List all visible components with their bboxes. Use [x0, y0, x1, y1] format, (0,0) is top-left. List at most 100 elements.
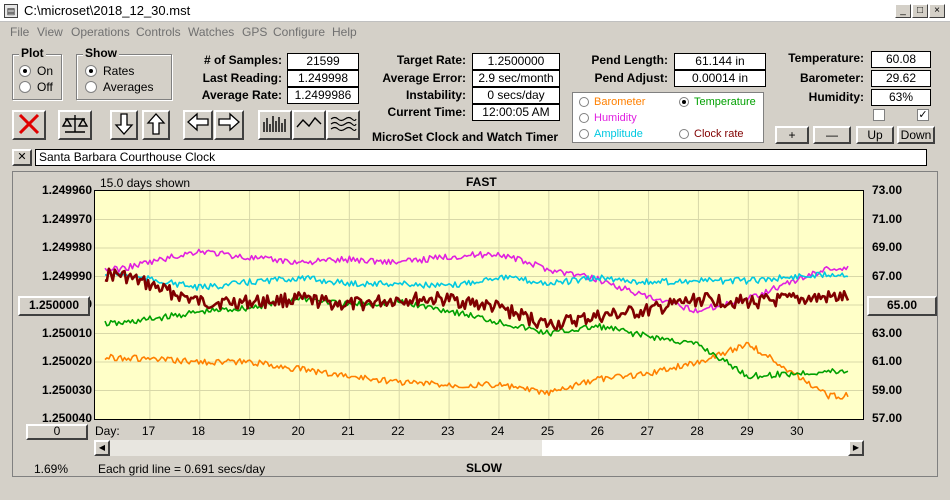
source-humidity-radio[interactable]: Humidity	[579, 112, 637, 124]
day-tick-label: 23	[441, 424, 455, 438]
title-bar: ▤ C:\microset\2018_12_30.mst _ □ ×	[0, 0, 950, 22]
arrow-left-icon	[187, 112, 209, 132]
center-rate-button[interactable]: 1.250000	[18, 296, 90, 316]
right-tick-label: 73.00	[872, 183, 903, 197]
plus-button[interactable]: +	[775, 126, 809, 144]
line-view-button[interactable]	[292, 110, 326, 140]
right-checkbox[interactable]: ✓	[917, 109, 929, 121]
day-tick-label: 21	[341, 424, 355, 438]
source-barometer-radio[interactable]: Barometer	[579, 96, 645, 108]
maximize-button[interactable]: □	[912, 4, 928, 18]
minus-button[interactable]: —	[813, 126, 851, 144]
center-env-button[interactable]: 65.00	[867, 296, 937, 316]
left-tick-label: 1.249990	[41, 268, 92, 283]
close-button[interactable]: ×	[929, 4, 945, 18]
minimize-button[interactable]: _	[895, 4, 911, 18]
arrow-down-icon	[114, 113, 134, 135]
bars-view-button[interactable]	[258, 110, 292, 140]
right-tick-label: 63.00	[872, 325, 903, 340]
description-field[interactable]: Santa Barbara Courthouse Clock	[35, 149, 927, 166]
right-tick-label: 67.00	[872, 268, 903, 283]
menu-operations[interactable]: Operations	[71, 25, 130, 39]
plot-group-title: Plot	[19, 46, 46, 60]
show-rates-label: Rates	[103, 64, 135, 78]
day-tick-label: 24	[490, 424, 505, 438]
day-tick-label: 30	[790, 424, 804, 438]
menu-watches[interactable]: Watches	[188, 25, 235, 39]
source-humidity-label: Humidity	[594, 112, 637, 124]
menu-gps[interactable]: GPS	[242, 25, 268, 39]
scroll-left-button[interactable]	[183, 110, 213, 140]
waves-icon	[330, 116, 357, 132]
day-tick-label: 28	[690, 424, 704, 438]
horizontal-scrollbar[interactable]: ◀ ▶	[94, 440, 864, 456]
day-tick-label: 20	[291, 424, 305, 438]
arrow-right-icon	[218, 112, 240, 132]
menu-view[interactable]: View	[37, 25, 63, 39]
day-tick-label: 26	[590, 424, 605, 438]
down-button[interactable]: Down	[897, 126, 935, 144]
scroll-right-arrow-icon[interactable]: ▶	[848, 440, 864, 456]
clear-description-button[interactable]: ✕	[12, 149, 32, 166]
scrollbar-track-light	[542, 440, 848, 456]
source-amplitude-radio[interactable]: Amplitude	[579, 128, 643, 140]
samples-field: 21599	[287, 53, 359, 70]
samples-label: # of Samples:	[203, 53, 282, 67]
plot-area	[94, 190, 864, 420]
radio-empty-icon	[579, 97, 589, 107]
source-clockrate-label: Clock rate	[694, 128, 744, 140]
instability-field: 0 secs/day	[472, 87, 560, 104]
clear-button[interactable]	[12, 110, 46, 140]
current-time-label: Current Time:	[387, 105, 466, 119]
shift-up-button[interactable]	[142, 110, 170, 140]
day-prefix: Day:	[95, 424, 120, 438]
pend-length-label: Pend Length:	[591, 53, 668, 67]
menu-bar: File View Operations Controls Watches GP…	[0, 22, 950, 42]
pend-adjust-field: 0.00014 in	[674, 70, 766, 87]
zero-button[interactable]: 0	[26, 424, 88, 440]
series-line-barometer	[104, 341, 849, 400]
radio-selected-icon	[679, 97, 689, 107]
source-temperature-radio[interactable]: Temperature	[679, 96, 756, 108]
radio-empty-icon	[579, 113, 589, 123]
slow-label: SLOW	[466, 461, 502, 475]
humidity-field: 63%	[871, 89, 931, 106]
humidity-label: Humidity:	[808, 90, 864, 104]
radio-empty-icon	[679, 129, 689, 139]
plot-on-radio[interactable]: On	[19, 64, 53, 78]
left-tick-label: 1.250020	[41, 354, 92, 368]
scroll-right-button[interactable]	[214, 110, 244, 140]
days-shown-text: 15.0 days shown	[100, 176, 191, 190]
day-tick-label: 27	[640, 424, 654, 438]
target-rate-label: Target Rate:	[396, 53, 466, 67]
percent-text: 1.69%	[34, 462, 69, 476]
shift-down-button[interactable]	[110, 110, 138, 140]
show-averages-label: Averages	[103, 80, 154, 94]
scroll-left-arrow-icon[interactable]: ◀	[94, 440, 110, 456]
source-temperature-label: Temperature	[694, 96, 756, 108]
plot-on-label: On	[37, 64, 54, 78]
arrow-up-icon	[146, 113, 166, 135]
average-error-label: Average Error:	[382, 71, 466, 85]
menu-help[interactable]: Help	[332, 25, 357, 39]
target-rate-field: 1.2500000	[472, 53, 560, 70]
left-checkbox[interactable]	[873, 109, 885, 121]
current-time-field: 12:00:05 AM	[472, 104, 560, 121]
radio-empty-icon	[579, 129, 589, 139]
show-averages-radio[interactable]: Averages	[85, 80, 153, 94]
show-group: Show Rates Averages	[76, 46, 172, 100]
menu-file[interactable]: File	[10, 25, 30, 39]
up-button[interactable]: Up	[856, 126, 894, 144]
wave-view-button[interactable]	[326, 110, 360, 140]
series-line-amplitude	[104, 270, 849, 291]
fast-label: FAST	[466, 175, 497, 189]
plot-off-radio[interactable]: Off	[19, 80, 53, 94]
balance-button[interactable]	[58, 110, 92, 140]
menu-controls[interactable]: Controls	[136, 25, 181, 39]
source-amplitude-label: Amplitude	[594, 128, 643, 140]
source-clockrate-radio[interactable]: Clock rate	[679, 128, 744, 140]
menu-configure[interactable]: Configure	[273, 25, 326, 39]
source-barometer-label: Barometer	[594, 96, 646, 108]
show-rates-radio[interactable]: Rates	[85, 64, 134, 78]
app-icon[interactable]: ▤	[4, 4, 18, 18]
